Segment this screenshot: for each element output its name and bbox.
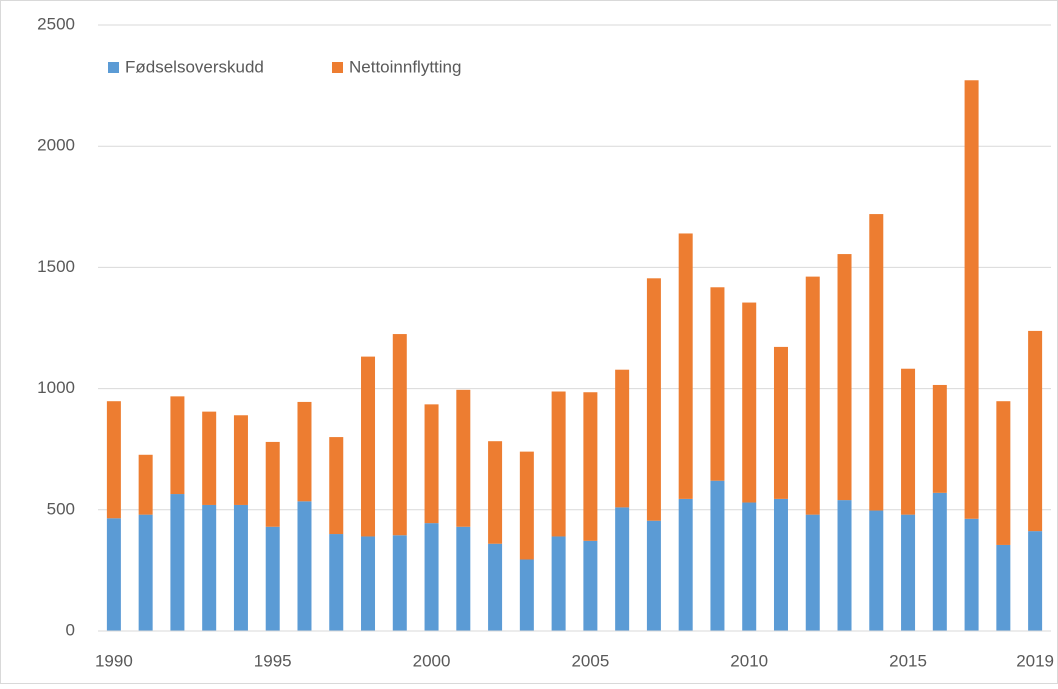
bar-segment: [106, 401, 121, 519]
bar-segment: [742, 502, 757, 631]
bar-segment: [329, 534, 344, 631]
legend-label: Fødselsoverskudd: [125, 57, 264, 76]
bar-segment: [869, 214, 884, 511]
x-tick-label: 2005: [571, 651, 609, 670]
x-tick-label: 2010: [730, 651, 768, 670]
bar-segment: [932, 492, 947, 631]
bar-segment: [456, 526, 471, 631]
bar-segment: [202, 411, 217, 505]
bar-segment: [329, 437, 344, 535]
bar-segment: [678, 498, 693, 631]
bar-segment: [742, 302, 757, 503]
bar-segment: [615, 369, 630, 508]
bar-segment: [932, 384, 947, 493]
bar-segment: [519, 559, 534, 631]
bar-segment: [615, 507, 630, 631]
bar-segment: [456, 389, 471, 527]
bar-segment: [392, 334, 407, 536]
legend-label: Nettoinnflytting: [349, 57, 461, 76]
bar-segment: [392, 535, 407, 631]
bar-segment: [646, 520, 661, 631]
bar-segment: [996, 401, 1011, 545]
y-tick-label: 2000: [37, 136, 75, 155]
y-tick-label: 500: [47, 499, 75, 518]
y-tick-label: 2500: [37, 14, 75, 33]
bar-segment: [773, 346, 788, 499]
bar-segment: [106, 518, 121, 631]
bar-segment: [361, 536, 376, 631]
bar-segment: [773, 498, 788, 631]
bar-segment: [170, 396, 185, 495]
bar-segment: [488, 543, 503, 631]
bar-segment: [710, 480, 725, 631]
bar-segment: [424, 523, 439, 631]
bar-segment: [424, 404, 439, 524]
x-tick-label: 2019: [1016, 651, 1054, 670]
bar-segment: [202, 504, 217, 631]
bar-segment: [551, 536, 566, 631]
x-tick-label: 1995: [254, 651, 292, 670]
bar-segment: [901, 514, 916, 631]
bar-segment: [646, 278, 661, 521]
bar-segment: [233, 415, 248, 505]
bar-segment: [964, 80, 979, 519]
bar-segment: [297, 401, 312, 502]
bar-segment: [837, 254, 852, 501]
bar-segment: [233, 504, 248, 631]
bar-segment: [361, 356, 376, 537]
bar-segment: [964, 518, 979, 631]
bar-segment: [996, 544, 1011, 631]
bar-segment: [138, 454, 153, 515]
bar-segment: [837, 500, 852, 631]
bar-segment: [805, 276, 820, 515]
bar-segment: [583, 540, 598, 631]
y-tick-label: 0: [66, 620, 75, 639]
legend-swatch: [108, 62, 119, 73]
y-tick-label: 1500: [37, 257, 75, 276]
bar-segment: [488, 441, 503, 544]
bar-segment: [138, 514, 153, 631]
bar-segment: [1028, 330, 1043, 532]
bar-segment: [551, 391, 566, 537]
bar-segment: [519, 451, 534, 560]
bar-segment: [710, 287, 725, 481]
x-tick-label: 1990: [95, 651, 133, 670]
bar-segment: [805, 514, 820, 631]
bar-segment: [583, 392, 598, 541]
x-tick-label: 2015: [889, 651, 927, 670]
bar-segment: [678, 233, 693, 499]
legend-swatch: [332, 62, 343, 73]
bar-segment: [297, 501, 312, 631]
bar-segment: [265, 441, 280, 527]
bar-segment: [1028, 531, 1043, 631]
bar-segment: [869, 510, 884, 631]
bar-segment: [265, 526, 280, 631]
x-tick-label: 2000: [413, 651, 451, 670]
bar-segment: [170, 494, 185, 631]
bar-segment: [901, 368, 916, 515]
y-tick-label: 1000: [37, 378, 75, 397]
